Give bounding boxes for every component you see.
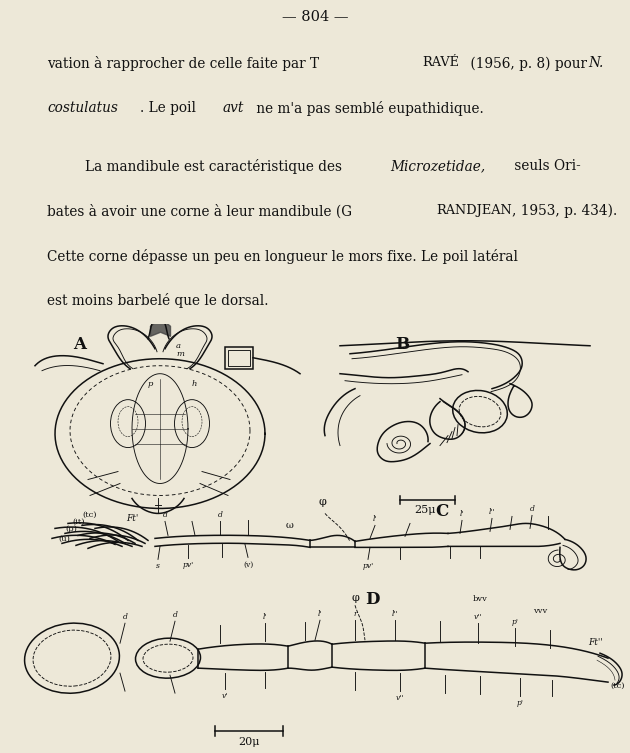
Text: l': l' [373, 515, 377, 523]
Bar [228, 349, 250, 366]
Text: bvv: bvv [472, 596, 488, 603]
Text: φ: φ [318, 498, 326, 508]
Text: (p): (p) [65, 526, 77, 533]
Bar [225, 346, 253, 369]
Text: 25μ: 25μ [415, 505, 436, 516]
Text: Ft'': Ft'' [588, 639, 603, 647]
Text: pv': pv' [362, 562, 374, 570]
Text: vvv: vvv [533, 607, 547, 615]
Text: d: d [123, 613, 127, 621]
Text: r: r [353, 610, 357, 618]
Text: m: m [176, 349, 184, 358]
Text: 20μ: 20μ [238, 737, 260, 747]
Text: pv': pv' [182, 561, 193, 569]
Text: d: d [530, 505, 534, 514]
Text: avt: avt [222, 101, 244, 115]
Text: v': v' [222, 692, 228, 700]
Text: l': l' [318, 610, 323, 618]
Text: l'': l'' [392, 610, 398, 618]
Text: vation à rapprocher de celle faite par T: vation à rapprocher de celle faite par T [47, 56, 319, 72]
Text: C: C [435, 504, 449, 520]
Text: v'': v'' [474, 613, 482, 621]
Text: d: d [217, 511, 222, 520]
Text: φ: φ [351, 593, 359, 603]
Text: , 1953, p. 434).: , 1953, p. 434). [512, 204, 617, 218]
Text: est moins barbelé que le dorsal.: est moins barbelé que le dorsal. [47, 294, 269, 309]
Text: ω: ω [286, 521, 294, 530]
Text: v'': v'' [396, 694, 404, 702]
Text: Cette corne dépasse un peu en longueur le mors fixe. Le poil latéral: Cette corne dépasse un peu en longueur l… [47, 248, 518, 264]
Text: (v): (v) [243, 560, 253, 569]
Text: seuls Ori-: seuls Ori- [510, 159, 580, 173]
Text: s: s [156, 562, 160, 570]
Text: Microzetidae,: Microzetidae, [390, 159, 485, 173]
Text: . Le poil: . Le poil [140, 101, 200, 115]
Text: D: D [365, 591, 379, 608]
Text: p: p [148, 380, 153, 388]
Text: (u): (u) [58, 535, 70, 542]
Text: p': p' [517, 699, 524, 707]
Text: l': l' [263, 613, 267, 621]
Text: La mandibule est caractéristique des: La mandibule est caractéristique des [85, 159, 347, 174]
Text: d: d [163, 511, 168, 520]
Text: RANDJEAN: RANDJEAN [436, 204, 512, 217]
Text: (tc): (tc) [83, 511, 97, 518]
Text: costulatus: costulatus [47, 101, 118, 115]
Text: l': l' [460, 511, 464, 518]
Text: (tc): (tc) [610, 682, 624, 690]
Text: B: B [395, 336, 409, 352]
Text: (it): (it) [72, 517, 84, 526]
Text: d: d [173, 611, 178, 619]
Text: RAVÉ: RAVÉ [422, 56, 459, 69]
Text: ne m'a pas semblé eupathidique.: ne m'a pas semblé eupathidique. [252, 101, 484, 116]
Text: (1956, p. 8) pour: (1956, p. 8) pour [466, 56, 592, 71]
Text: p': p' [512, 618, 518, 626]
Text: A: A [73, 336, 86, 352]
Text: a: a [176, 342, 181, 349]
Text: Ft': Ft' [126, 514, 138, 523]
Text: l'': l'' [489, 508, 495, 517]
Text: h: h [192, 380, 197, 388]
Text: bates à avoir une corne à leur mandibule (G: bates à avoir une corne à leur mandibule… [47, 204, 352, 218]
Text: — 804 —: — 804 — [282, 10, 348, 24]
Text: N.: N. [588, 56, 603, 70]
